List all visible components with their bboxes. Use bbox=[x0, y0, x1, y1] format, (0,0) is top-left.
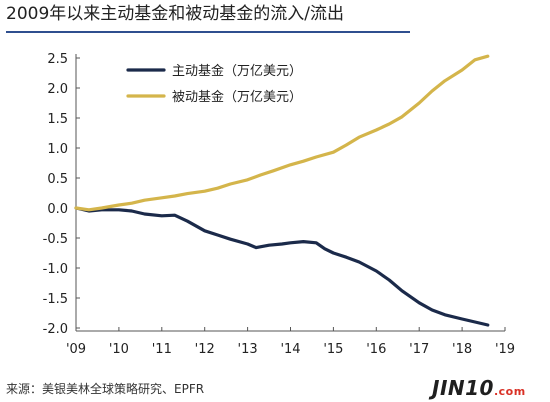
title-underline bbox=[6, 31, 410, 33]
x-tick-label: '09 bbox=[66, 342, 86, 357]
x-tick-label: '10 bbox=[109, 342, 129, 357]
source-note: 来源：美银美林全球策略研究、EPFR bbox=[6, 382, 205, 396]
y-tick-label: -0.5 bbox=[43, 232, 68, 247]
legend-label-passive: 被动基金（万亿美元） bbox=[172, 89, 302, 105]
chart-legend: 主动基金（万亿美元） 被动基金（万亿美元） bbox=[126, 63, 302, 105]
x-tick-label: '18 bbox=[452, 342, 472, 357]
jin10-watermark-logo: JIN10.com bbox=[432, 376, 526, 400]
x-tick-label: '13 bbox=[238, 342, 258, 357]
x-tick-label: '15 bbox=[323, 342, 343, 357]
y-tick-label: 1.5 bbox=[47, 112, 68, 127]
chart-series bbox=[74, 54, 490, 327]
y-tick-label: 2.0 bbox=[47, 82, 68, 97]
legend-label-active: 主动基金（万亿美元） bbox=[172, 63, 302, 79]
x-tick-label: '12 bbox=[195, 342, 215, 357]
y-tick-label: -2.0 bbox=[43, 322, 68, 337]
x-tick-label: '11 bbox=[152, 342, 172, 357]
y-tick-label: -1.5 bbox=[43, 292, 68, 307]
y-tick-label: 0.5 bbox=[47, 172, 68, 187]
series-line-active-funds bbox=[74, 206, 490, 327]
x-tick-label: '17 bbox=[409, 342, 429, 357]
x-tick-label: '16 bbox=[366, 342, 386, 357]
y-tick-label: 2.5 bbox=[47, 52, 68, 67]
chart-title: 2009年以来主动基金和被动基金的流入/流出 bbox=[6, 4, 344, 24]
y-tick-label: -1.0 bbox=[43, 262, 68, 277]
x-tick-label: '14 bbox=[280, 342, 300, 357]
series-line-passive-funds bbox=[74, 54, 490, 212]
x-tick-label: '19 bbox=[495, 342, 515, 357]
watermark-suffix: .com bbox=[493, 385, 526, 398]
chart-ticks: 2.5 2.0 1.5 1.0 0.5 0.0 -0.5 -1.0 -1.5 -2.0 '09 '10… bbox=[43, 52, 515, 357]
watermark-text: JIN10 bbox=[432, 376, 494, 400]
y-tick-label: 1.0 bbox=[47, 142, 68, 157]
y-tick-label: 0.0 bbox=[47, 202, 68, 217]
